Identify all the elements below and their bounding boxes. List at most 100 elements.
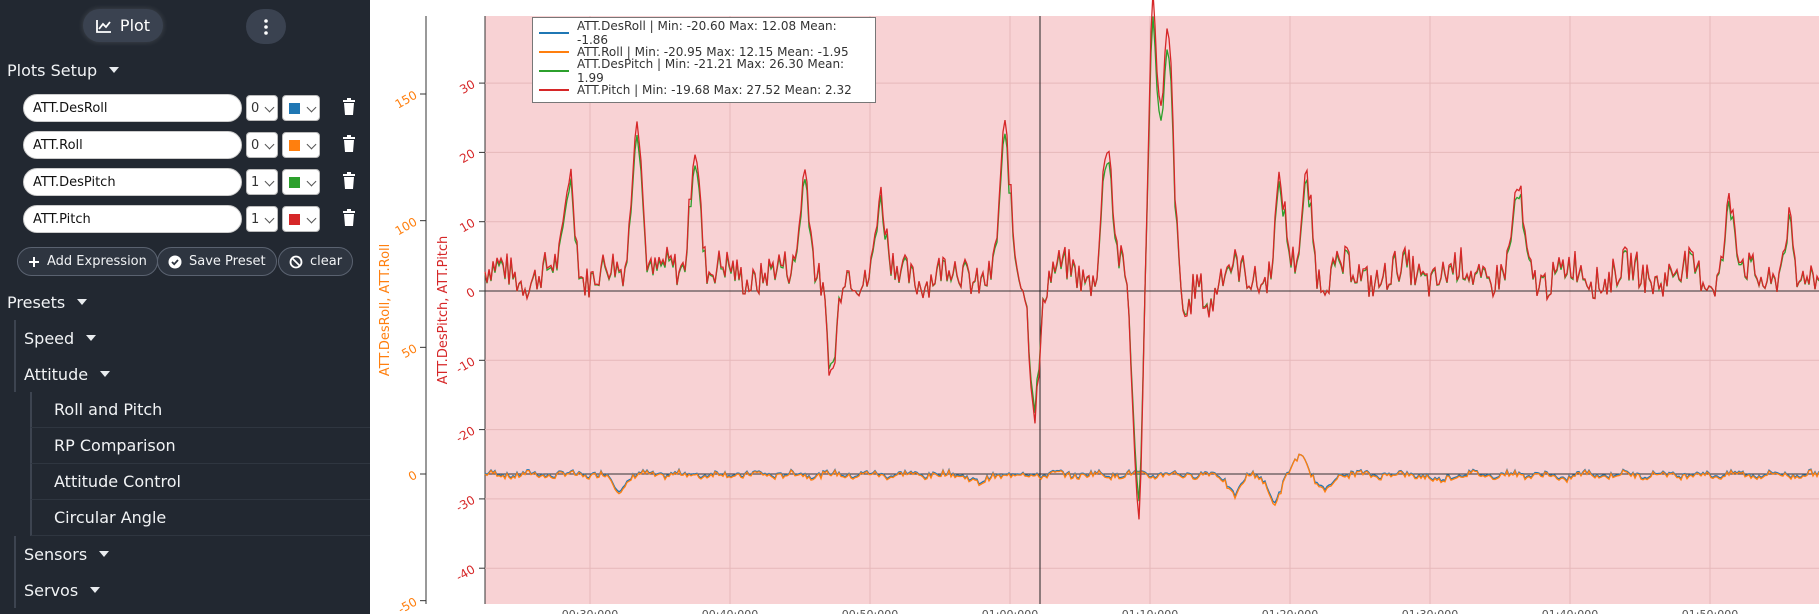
- preset-circular-angle[interactable]: Circular Angle: [30, 500, 370, 536]
- color-select[interactable]: [282, 95, 320, 121]
- x-tick-label: 01:40:000: [1542, 608, 1598, 614]
- save-preset-button[interactable]: Save Preset: [157, 247, 277, 276]
- preset-attitude[interactable]: Attitude: [14, 356, 370, 392]
- x-tick-label: 01:50:000: [1682, 608, 1738, 614]
- y2-tick-label: 20: [457, 146, 477, 166]
- chevron-down-icon: [264, 213, 275, 224]
- trash-icon[interactable]: [341, 98, 357, 116]
- y2-axis-title: ATT.DesPitch, ATT.Pitch: [436, 236, 451, 385]
- expression-list: ATT.DesRoll 0 ATT.Roll 0 ATT.DesPitch 1 …: [0, 88, 370, 236]
- y1-tick-label: 50: [399, 341, 419, 361]
- plots-setup-header[interactable]: Plots Setup: [0, 52, 370, 88]
- y2-tick-label: -10: [454, 354, 478, 376]
- x-tick-label: 01:10:000: [1122, 608, 1178, 614]
- add-expression-label: Add Expression: [47, 254, 147, 269]
- preset-servos[interactable]: Servos: [14, 572, 370, 608]
- caret-down-icon: [99, 551, 110, 557]
- color-swatch: [289, 214, 300, 225]
- y2-tick-label: 10: [457, 216, 477, 236]
- axis-select[interactable]: 0: [246, 95, 278, 121]
- preset-sensors[interactable]: Sensors: [14, 536, 370, 572]
- add-expression-button[interactable]: Add Expression: [17, 247, 158, 276]
- expression-input[interactable]: ATT.DesRoll: [23, 94, 242, 122]
- vertical-dots-icon: [264, 18, 268, 35]
- plot-button[interactable]: Plot: [83, 9, 163, 42]
- preset-speed-label: Speed: [24, 328, 75, 348]
- y2-tick-label: -30: [454, 493, 478, 515]
- caret-down-icon: [86, 335, 97, 341]
- legend-entry: ATT.Pitch | Min: -19.68 Max: 27.52 Mean:…: [539, 80, 869, 99]
- legend-entry: ATT.DesRoll | Min: -20.60 Max: 12.08 Mea…: [539, 19, 869, 47]
- color-select[interactable]: [282, 169, 320, 195]
- legend-text: ATT.Roll | Min: -20.95 Max: 12.15 Mean: …: [577, 44, 849, 59]
- trash-icon[interactable]: [341, 135, 357, 153]
- color-swatch: [289, 103, 300, 114]
- expression-input[interactable]: ATT.DesPitch: [23, 168, 242, 196]
- caret-down-icon: [77, 299, 88, 305]
- x-tick-label: 00:30:000: [562, 608, 618, 614]
- expression-row: ATT.Roll 0: [0, 125, 370, 162]
- legend-text: ATT.Pitch | Min: -19.68 Max: 27.52 Mean:…: [577, 82, 852, 97]
- y2-tick-label: 30: [457, 77, 477, 97]
- expression-actions: Add Expression Save Preset clear: [0, 240, 370, 284]
- preset-group: Speed Attitude Roll and Pitch RP Compari…: [0, 320, 370, 608]
- color-select[interactable]: [282, 206, 320, 232]
- legend-line: [539, 69, 569, 72]
- plot-button-label: Plot: [119, 16, 151, 35]
- preset-sensors-label: Sensors: [24, 544, 88, 564]
- x-tick-label: 01:20:000: [1262, 608, 1318, 614]
- expression-input[interactable]: ATT.Pitch: [23, 205, 242, 233]
- plot-area[interactable]: 150 100 50 0 -50 30 20 10 0 -10 -20 -30 -40 ATT.DesRo…: [370, 0, 1819, 614]
- expression-row: ATT.DesPitch 1: [0, 162, 370, 199]
- y1-axis-title: ATT.DesRoll, ATT.Roll: [378, 244, 393, 377]
- caret-down-icon: [109, 67, 120, 73]
- x-tick-label: 01:30:000: [1402, 608, 1458, 614]
- expression-input[interactable]: ATT.Roll: [23, 131, 242, 159]
- ban-icon: [289, 255, 303, 268]
- chart-legend: ATT.DesRoll | Min: -20.60 Max: 12.08 Mea…: [532, 17, 876, 103]
- axis-select[interactable]: 0: [246, 132, 278, 158]
- caret-down-icon: [90, 587, 101, 593]
- chevron-down-icon: [264, 102, 275, 113]
- presets-title: Presets: [7, 292, 66, 312]
- more-options-button[interactable]: [246, 9, 286, 44]
- trash-icon[interactable]: [341, 172, 357, 190]
- plots-setup-title: Plots Setup: [7, 60, 98, 80]
- clear-button[interactable]: clear: [278, 247, 354, 276]
- axis-select[interactable]: 1: [246, 206, 278, 232]
- axis-select[interactable]: 1: [246, 169, 278, 195]
- axis-value: 0: [251, 137, 260, 153]
- color-swatch: [289, 177, 300, 188]
- preset-roll-and-pitch[interactable]: Roll and Pitch: [30, 392, 370, 428]
- axis-value: 1: [251, 174, 260, 190]
- color-swatch: [289, 140, 300, 151]
- trash-icon[interactable]: [341, 209, 357, 227]
- legend-line: [539, 88, 569, 91]
- series-line-att-pitch: [484, 0, 1819, 520]
- legend-entry: ATT.DesPitch | Min: -21.21 Max: 26.30 Me…: [539, 57, 869, 85]
- save-preset-label: Save Preset: [189, 254, 266, 269]
- attitude-chart[interactable]: 150100500-503020100-10-20-30-40ATT.DesRo…: [370, 0, 1819, 614]
- y1-tick-label: -50: [396, 595, 420, 614]
- chevron-down-icon: [306, 139, 317, 150]
- plus-icon: [29, 256, 39, 267]
- sidebar: Plot Plots Setup ATT.DesRoll 0 ATT.Roll …: [0, 0, 370, 614]
- preset-rp-comparison[interactable]: RP Comparison: [30, 428, 370, 464]
- legend-text: ATT.DesPitch | Min: -21.21 Max: 26.30 Me…: [577, 56, 845, 85]
- axis-value: 1: [251, 211, 260, 227]
- chevron-down-icon: [306, 176, 317, 187]
- y1-tick-label: 100: [393, 215, 420, 239]
- preset-speed[interactable]: Speed: [14, 320, 370, 356]
- chevron-down-icon: [306, 213, 317, 224]
- check-circle-icon: [168, 255, 182, 268]
- y1-tick-label: 0: [406, 468, 420, 484]
- preset-attitude-control[interactable]: Attitude Control: [30, 464, 370, 500]
- x-tick-label: 00:40:000: [702, 608, 758, 614]
- legend-text: ATT.DesRoll | Min: -20.60 Max: 12.08 Mea…: [577, 18, 837, 47]
- expression-row: ATT.DesRoll 0: [0, 88, 370, 125]
- x-tick-label: 01:00:000: [982, 608, 1038, 614]
- chevron-down-icon: [264, 176, 275, 187]
- plot-background: [485, 16, 1819, 604]
- presets-header[interactable]: Presets: [0, 284, 370, 320]
- color-select[interactable]: [282, 132, 320, 158]
